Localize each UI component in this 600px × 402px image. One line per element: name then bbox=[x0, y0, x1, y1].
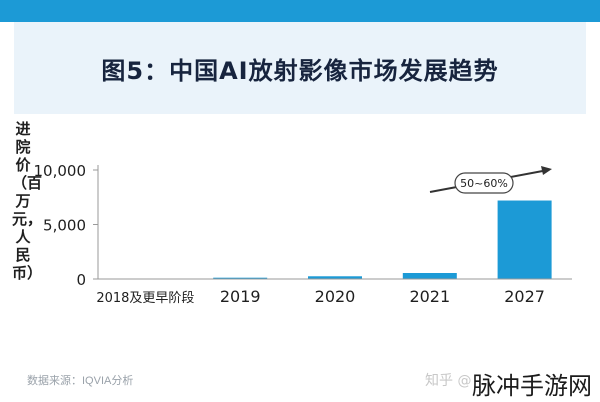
source-note: 数据来源：IQVIA分析 bbox=[27, 375, 134, 387]
growth-arrow-head bbox=[541, 166, 552, 175]
bar bbox=[308, 276, 362, 279]
y-tick-label: 0 bbox=[76, 271, 86, 289]
growth-annotation-pill bbox=[454, 172, 514, 194]
x-tick-label: 2021 bbox=[409, 287, 450, 306]
y-tick-label: 10,000 bbox=[34, 162, 87, 180]
y-tick-label: 5,000 bbox=[43, 217, 86, 235]
bar bbox=[213, 277, 268, 279]
growth-annotation-label: 50~60% bbox=[460, 177, 508, 190]
x-tick-label: 2019 bbox=[220, 287, 261, 306]
top-accent-bar bbox=[0, 0, 600, 22]
x-tick-label: 2018及更早阶段 bbox=[96, 291, 194, 306]
x-tick-label: 2020 bbox=[315, 287, 356, 306]
x-tick-label: 2027 bbox=[504, 287, 545, 306]
title-band: 图5：中国AI放射影像市场发展趋势 bbox=[14, 22, 586, 114]
site-watermark: 脉冲手游网 bbox=[472, 372, 592, 400]
bar bbox=[402, 273, 457, 279]
bar bbox=[497, 200, 552, 279]
zhihu-watermark: 知乎 @ bbox=[425, 373, 472, 389]
chart-title: 图5：中国AI放射影像市场发展趋势 bbox=[101, 56, 499, 85]
